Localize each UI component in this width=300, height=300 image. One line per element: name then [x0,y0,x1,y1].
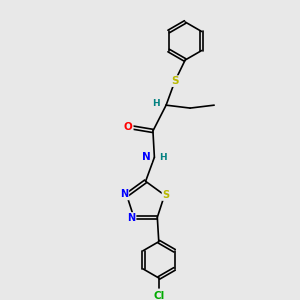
Text: S: S [163,190,170,200]
Text: N: N [120,190,128,200]
Text: N: N [128,213,136,223]
Text: H: H [152,99,160,108]
Text: N: N [142,152,151,162]
Text: O: O [124,122,133,132]
Text: S: S [171,76,178,86]
Text: H: H [159,153,167,162]
Text: Cl: Cl [153,291,164,300]
